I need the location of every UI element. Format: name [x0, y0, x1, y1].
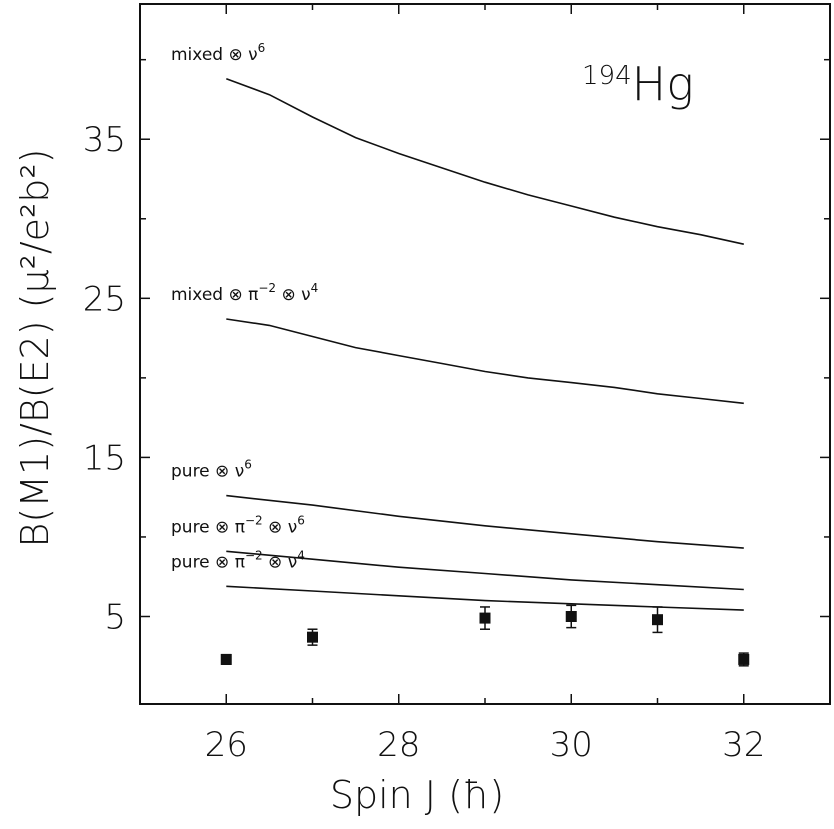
y-tick-labels: 5 15 25 35: [83, 120, 126, 637]
y-tick-label: 25: [83, 279, 126, 319]
data-point: [652, 614, 663, 626]
plot-frame: [139, 3, 831, 705]
y-tick-label: 35: [83, 120, 126, 160]
nucleus-element: Hg: [632, 57, 694, 111]
y-axis-title: B(M1)/B(E2) (μ²/e²b²): [13, 149, 57, 548]
curve-label-5: pure ⊗ π−2 ⊗ ν4: [171, 548, 305, 572]
x-tick-label: 28: [377, 725, 420, 765]
axis-ticks: [140, 4, 831, 704]
data-point: [738, 653, 750, 665]
x-tick-label: 32: [722, 725, 765, 765]
nucleus-mass-number: 194: [582, 61, 632, 91]
y-tick-label: 5: [104, 598, 126, 638]
data-point: [307, 631, 318, 643]
x-axis-title: Spin J (ħ): [330, 773, 504, 817]
nucleus-label: 194Hg: [582, 57, 694, 111]
experimental-points: [220, 604, 750, 667]
curve-label-2: mixed ⊗ π−2 ⊗ ν4: [171, 281, 318, 305]
curve-3: [226, 494, 744, 549]
x-tick-labels: 26 28 30 32: [205, 725, 766, 765]
data-point: [220, 653, 232, 665]
curve-label-3: pure ⊗ ν6: [171, 458, 252, 482]
curve-1: [226, 78, 744, 245]
model-curves: [226, 78, 744, 611]
curve-2: [226, 318, 744, 405]
x-tick-label: 26: [205, 725, 248, 765]
y-tick-label: 15: [83, 438, 126, 478]
x-tick-label: 30: [550, 725, 593, 765]
curve-labels: mixed ⊗ ν6 mixed ⊗ π−2 ⊗ ν4 pure ⊗ ν6 pure …: [171, 41, 318, 572]
data-point: [479, 612, 491, 624]
curve-label-1: mixed ⊗ ν6: [171, 41, 265, 65]
curve-label-4: pure ⊗ π−2 ⊗ ν6: [171, 513, 305, 537]
data-point: [565, 611, 577, 622]
curve-4: [226, 550, 744, 591]
